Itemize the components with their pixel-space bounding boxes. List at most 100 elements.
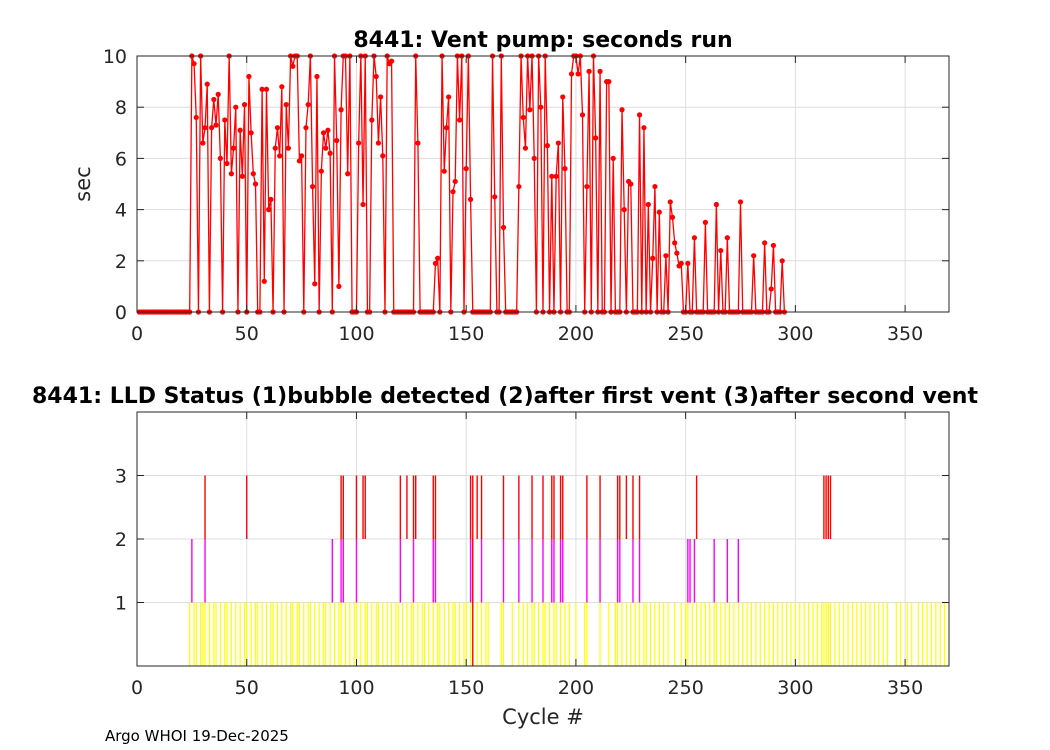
vent-pump-data-point [283,102,289,108]
vent-pump-xtick-label: 300 [777,323,813,345]
vent-pump-data-point [685,260,691,266]
vent-pump-data-point [463,166,469,172]
vent-pump-data-point [222,117,228,123]
vent-pump-xtick-label: 350 [887,323,923,345]
vent-pump-data-point [691,235,698,241]
vent-pump-chart: 0 50 100 150 200 250 300 350 0 2 4 6 8 10 8441: Vent … [71,28,950,345]
vent-pump-data-point [762,240,768,246]
vent-pump-data-point [228,171,234,177]
lld-status-xtick-label: 150 [448,677,484,699]
vent-pump-data-point [415,140,421,146]
vent-pump-data-point [323,145,329,151]
vent-pump-data-point [516,183,522,190]
vent-pump-data-point [378,94,384,100]
lld-status-ytick-label: 1 [115,593,127,615]
vent-pump-data-point [628,181,634,187]
vent-pump-data-point [544,143,550,149]
vent-pump-data-point [202,125,208,131]
lld-status-xtick-label: 0 [131,677,143,699]
vent-pump-data-point [645,201,651,208]
vent-pump-data-point [452,178,458,185]
vent-pump-data-point [441,168,447,174]
vent-pump-xtick-label: 200 [558,323,594,345]
vent-pump-data-point [309,183,316,190]
lld-status-xtick-label: 350 [887,677,923,699]
vent-pump-data-point [737,199,744,205]
vent-pump-data-point [217,155,223,161]
vent-pump-data-point [338,107,344,113]
vent-pump-data-point [380,153,386,159]
vent-pump-ytick-label: 8 [115,97,127,119]
vent-pump-data-point [663,253,669,259]
vent-pump-data-point [492,194,498,200]
vent-pump-data-point [237,127,243,133]
vent-pump-axes-frame [136,55,950,313]
vent-pump-data-point [261,278,267,284]
vent-pump-data-point [568,71,575,77]
footer-credit: Argo WHOI 19-Dec-2025 [105,727,289,745]
vent-pump-data-point [248,130,254,136]
vent-pump-data-point [336,283,342,289]
vent-pump-data-point [579,112,586,118]
vent-pump-data-point [277,153,283,159]
vent-pump-title: 8441: Vent pump: seconds run [353,28,732,53]
vent-pump-data-point [674,250,680,256]
vent-pump-data-point [553,173,559,179]
vent-pump-data-point [751,253,757,259]
vent-pump-ytick-label: 2 [115,251,127,273]
vent-pump-data-point [250,171,256,177]
vent-pump-data-point [457,117,463,123]
vent-pump-ytick-label: 0 [115,302,127,324]
vent-pump-data-point [650,255,656,261]
vent-pump-data-point [621,207,627,213]
vent-pump-data-point [193,114,199,121]
vent-pump-data-point [450,189,456,195]
vent-pump-data-point [327,150,333,156]
vent-pump-data-point [718,247,724,254]
vent-pump-data-point [768,286,774,292]
vent-pump-data-point [345,171,351,177]
vent-pump-ylabel: sec [71,166,95,201]
vent-pump-data-point [268,196,274,202]
vent-pump-data-point [224,160,230,167]
vent-pump-data-point [619,107,625,113]
vent-pump-ytick-label: 4 [115,200,127,222]
lld-status-xtick-label: 250 [668,677,704,699]
vent-pump-data-point [593,135,599,141]
vent-pump-xtick-label: 0 [131,323,143,345]
vent-pump-data-point [274,125,281,131]
vent-pump-data-point [560,94,566,100]
vent-pump-data-point [669,214,676,220]
vent-pump-data-point [279,84,285,90]
lld-status-ticks: 0 50 100 150 200 250 300 350 1 2 3 [115,412,949,699]
vent-pump-data-point [241,102,248,108]
vent-pump-data-point [641,125,647,131]
vent-pump-data-point [259,86,265,92]
vent-pump-ticks: 0 50 100 150 200 250 300 350 0 2 4 6 8 10 [103,46,949,345]
vent-pump-data-point [575,71,581,77]
vent-pump-data-point [375,140,382,146]
vent-pump-data-point [702,219,709,225]
vent-pump-ytick-label: 10 [103,46,127,68]
vent-pump-data-point [215,91,221,97]
vent-pump-data-point [285,145,292,151]
vent-pump-data-point [555,140,561,146]
vent-pump-data-point [549,173,555,179]
vent-pump-data-point [562,166,568,172]
vent-pump-data-point [312,281,318,287]
vent-pump-data-point [538,104,544,110]
vent-pump-data-point [636,112,643,118]
vent-pump-data-point [586,68,592,74]
vent-pump-xtick-label: 50 [235,323,259,345]
vent-pump-data-point [334,137,340,144]
vent-pump-xtick-label: 100 [338,323,374,345]
vent-pump-data-point [779,258,785,264]
vent-pump-data-point [656,209,662,215]
vent-pump-data-point [233,104,239,110]
vent-pump-data-point [527,107,533,113]
vent-pump-xtick-label: 150 [448,323,484,345]
vent-pump-data-point [388,58,395,64]
lld-status-plot-area [189,475,946,666]
vent-pump-data-point [318,168,324,174]
vent-pump-data-point [672,240,678,246]
